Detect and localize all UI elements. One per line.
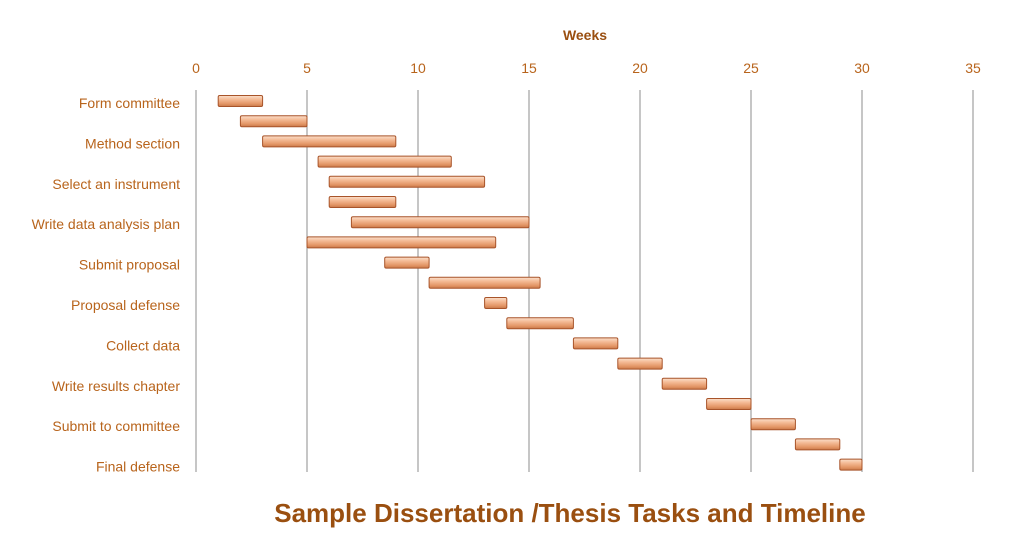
task-bar [617, 357, 663, 370]
category-label: Final defense [96, 459, 180, 475]
task-bar [484, 297, 508, 309]
category-label: Write results chapter [52, 378, 180, 394]
task-bar [661, 377, 708, 390]
task-bar [572, 337, 619, 350]
task-bar [328, 175, 486, 188]
task-bar [706, 398, 752, 410]
task-bar [428, 276, 541, 289]
task-bar [750, 418, 796, 431]
category-labels: Form committee Method section Select an in… [32, 95, 181, 475]
x-tick-label: 20 [632, 60, 648, 76]
x-tick-label: 15 [521, 60, 537, 76]
category-label: Write data analysis plan [32, 216, 180, 232]
category-label: Collect data [106, 337, 180, 353]
x-axis-title: Weeks [563, 27, 607, 43]
x-tick-label: 25 [743, 60, 759, 76]
task-bar [317, 155, 452, 168]
category-label: Form committee [79, 95, 180, 111]
category-label: Method section [85, 135, 180, 151]
task-bar [506, 317, 574, 330]
category-label: Select an instrument [52, 176, 180, 192]
task-bars [217, 95, 863, 471]
x-tick-label: 30 [854, 60, 870, 76]
task-bar [217, 95, 264, 107]
gridlines [195, 90, 974, 472]
category-label: Proposal defense [71, 297, 180, 313]
x-tick-label: 10 [410, 60, 426, 76]
x-tick-label: 5 [303, 60, 311, 76]
task-bar [350, 216, 530, 229]
category-label: Submit proposal [79, 257, 180, 273]
task-bar [239, 115, 308, 128]
task-bar [306, 236, 497, 249]
task-bar [384, 256, 430, 269]
x-tick-labels: 0 5 10 15 20 25 30 35 [192, 60, 981, 76]
task-bar [328, 196, 397, 208]
chart-title: Sample Dissertation /Thesis Tasks and Ti… [274, 498, 865, 528]
x-tick-label: 35 [965, 60, 981, 76]
task-bar [839, 458, 863, 471]
x-tick-label: 0 [192, 60, 200, 76]
category-label: Submit to committee [52, 418, 180, 434]
task-bar [262, 135, 397, 148]
task-bar [794, 438, 841, 451]
